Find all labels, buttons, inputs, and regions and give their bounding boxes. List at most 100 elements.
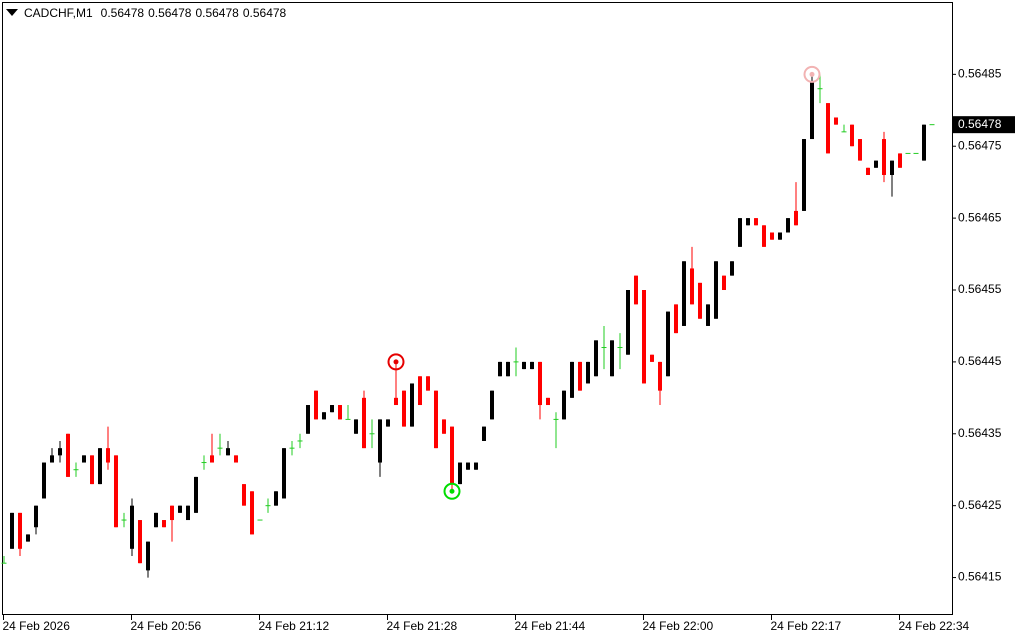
candle-body bbox=[410, 383, 414, 427]
candle-body bbox=[586, 361, 590, 384]
price-marker-ring bbox=[387, 353, 405, 371]
candle-body bbox=[490, 390, 494, 420]
candle-body bbox=[898, 153, 902, 168]
candle-body bbox=[434, 390, 438, 449]
candle-body bbox=[794, 210, 798, 226]
candle-body bbox=[162, 520, 166, 528]
candle-body bbox=[610, 340, 614, 377]
y-tick-label: 0.56435 bbox=[958, 426, 1002, 440]
y-tick-label: 0.56465 bbox=[958, 210, 1002, 224]
candle-body bbox=[802, 139, 806, 211]
candle-body bbox=[538, 361, 542, 406]
candle-body bbox=[130, 505, 134, 549]
candle-body bbox=[210, 455, 214, 463]
last-price-box bbox=[953, 116, 1015, 134]
candle-body bbox=[778, 232, 782, 240]
price-marker-ring bbox=[443, 482, 461, 500]
candle-body bbox=[58, 448, 62, 456]
price-marker-dot bbox=[393, 359, 399, 365]
candle-body bbox=[850, 124, 854, 147]
candle-body bbox=[82, 455, 86, 463]
candle-body bbox=[418, 376, 422, 406]
candle-body bbox=[138, 520, 142, 564]
header-open: 0.56478 bbox=[101, 6, 145, 20]
candle-body bbox=[306, 405, 310, 434]
candle-body bbox=[338, 405, 342, 420]
x-tick-label: 24 Feb 22:34 bbox=[899, 619, 970, 633]
x-tick-label: 24 Feb 22:17 bbox=[771, 619, 842, 633]
y-tick-label: 0.56415 bbox=[958, 570, 1002, 584]
candle-body bbox=[66, 433, 70, 477]
candle-body bbox=[194, 476, 198, 513]
candle-body bbox=[706, 304, 710, 326]
price-marker-dot bbox=[809, 71, 815, 77]
candle-body bbox=[330, 405, 334, 413]
candle-body bbox=[146, 541, 150, 571]
candle-body bbox=[890, 160, 894, 175]
candle-body bbox=[482, 426, 486, 441]
candle-body bbox=[186, 505, 190, 521]
candle-body bbox=[498, 361, 502, 377]
candle-body bbox=[282, 448, 286, 499]
candle-body bbox=[834, 117, 838, 125]
candle-body bbox=[626, 290, 630, 355]
y-tick-label: 0.56485 bbox=[958, 67, 1002, 81]
candle-body bbox=[354, 419, 358, 434]
y-tick-label: 0.56425 bbox=[958, 498, 1002, 512]
candle-body bbox=[722, 275, 726, 291]
plot-frame bbox=[2, 2, 953, 615]
candle-body bbox=[650, 354, 654, 362]
candle-body bbox=[682, 261, 686, 326]
candle-body bbox=[786, 218, 790, 233]
candle-body bbox=[154, 512, 158, 528]
candle-body bbox=[378, 419, 382, 463]
candle-body bbox=[754, 218, 758, 226]
candle-body bbox=[826, 103, 830, 154]
candle-body bbox=[874, 160, 878, 168]
candle-body bbox=[530, 361, 534, 370]
x-tick-label: 24 Feb 21:28 bbox=[387, 619, 458, 633]
candle-body bbox=[394, 397, 398, 406]
candle-body bbox=[234, 455, 238, 463]
candle-body bbox=[674, 304, 678, 334]
candle-body bbox=[594, 340, 598, 377]
candle-body bbox=[442, 419, 446, 434]
x-tick-label: 24 Feb 21:12 bbox=[259, 619, 330, 633]
candle-body bbox=[314, 390, 318, 420]
x-tick-label: 24 Feb 20:56 bbox=[131, 619, 202, 633]
candle-body bbox=[866, 167, 870, 175]
last-price-label: 0.56478 bbox=[958, 117, 1002, 131]
candle-body bbox=[18, 512, 22, 549]
candle-body bbox=[450, 426, 454, 485]
candle-body bbox=[506, 361, 510, 377]
y-tick-label: 0.56475 bbox=[958, 138, 1002, 152]
candle-body bbox=[658, 361, 662, 391]
candle-body bbox=[738, 218, 742, 247]
candle-body bbox=[714, 261, 718, 319]
candle-body bbox=[746, 218, 750, 226]
candle-body bbox=[546, 397, 550, 406]
candle-body bbox=[274, 491, 278, 506]
candle-body bbox=[242, 484, 246, 506]
candle-body bbox=[698, 282, 702, 319]
candle-body bbox=[386, 419, 390, 427]
candle-body bbox=[762, 225, 766, 247]
candle-body bbox=[522, 361, 526, 370]
candle-body bbox=[466, 462, 470, 470]
candle-body bbox=[690, 268, 694, 305]
candle-body bbox=[98, 448, 102, 485]
candle-body bbox=[170, 505, 174, 521]
candle-body bbox=[922, 124, 926, 161]
header-close: 0.56478 bbox=[243, 6, 287, 20]
menu-triangle[interactable] bbox=[6, 9, 18, 16]
candle-body bbox=[26, 534, 30, 542]
candle-body bbox=[362, 397, 366, 449]
x-tick-label: 24 Feb 22:00 bbox=[643, 619, 714, 633]
candle-body bbox=[226, 448, 230, 456]
candle-body bbox=[114, 455, 118, 528]
header-high: 0.56478 bbox=[148, 6, 192, 20]
price-marker-ring bbox=[803, 65, 821, 83]
candle-body bbox=[810, 81, 814, 140]
candle-body bbox=[322, 412, 326, 420]
